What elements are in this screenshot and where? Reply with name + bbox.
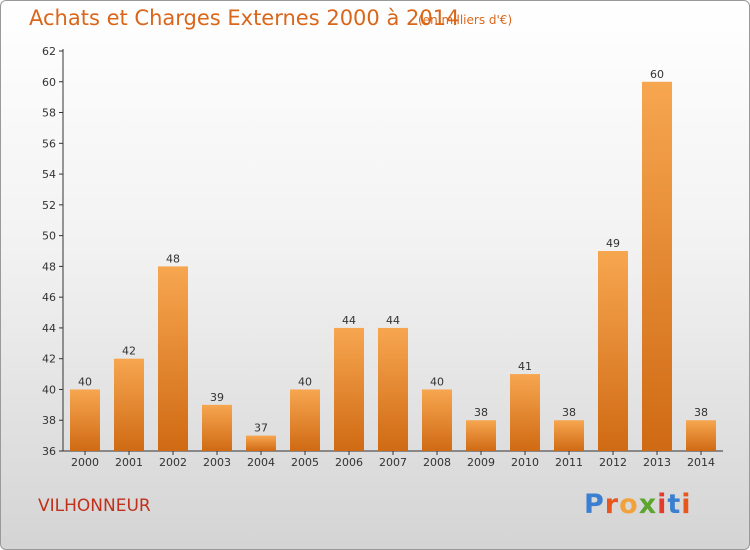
y-tick-label: 40 bbox=[42, 383, 56, 396]
x-tick-label: 2013 bbox=[643, 456, 671, 469]
bar-value-label: 48 bbox=[166, 252, 180, 265]
bar-2009 bbox=[466, 420, 496, 451]
x-tick-label: 2012 bbox=[599, 456, 627, 469]
y-tick-label: 54 bbox=[42, 168, 56, 181]
bar-value-label: 38 bbox=[694, 406, 708, 419]
bar-value-label: 44 bbox=[342, 314, 356, 327]
bar-2002 bbox=[158, 266, 188, 451]
x-tick-label: 2011 bbox=[555, 456, 583, 469]
y-tick-label: 38 bbox=[42, 414, 56, 427]
x-tick-label: 2003 bbox=[203, 456, 231, 469]
y-tick-label: 36 bbox=[42, 445, 56, 458]
bar-value-label: 41 bbox=[518, 360, 532, 373]
y-tick-label: 48 bbox=[42, 260, 56, 273]
x-tick-label: 2010 bbox=[511, 456, 539, 469]
logo-letter: i bbox=[681, 489, 692, 520]
bar-2010 bbox=[510, 374, 540, 451]
x-tick-label: 2002 bbox=[159, 456, 187, 469]
bar-value-label: 40 bbox=[430, 375, 444, 388]
bar-value-label: 42 bbox=[122, 345, 136, 358]
bar-2007 bbox=[378, 327, 408, 451]
bar-2000 bbox=[70, 389, 100, 451]
x-tick-label: 2007 bbox=[379, 456, 407, 469]
bar-2006 bbox=[334, 327, 364, 451]
bar-2008 bbox=[422, 389, 452, 451]
logo-letter: r bbox=[604, 489, 620, 520]
chart-title: Achats et Charges Externes 2000 à 2014 bbox=[29, 6, 460, 30]
bar-value-label: 40 bbox=[78, 375, 92, 388]
y-tick-label: 46 bbox=[42, 291, 56, 304]
bar-value-label: 38 bbox=[474, 406, 488, 419]
bar-value-label: 60 bbox=[650, 68, 664, 81]
bar-2012 bbox=[598, 251, 628, 451]
y-tick-label: 62 bbox=[42, 45, 56, 58]
x-tick-label: 2008 bbox=[423, 456, 451, 469]
bar-2014 bbox=[686, 420, 716, 451]
bar-2011 bbox=[554, 420, 584, 451]
bar-value-label: 38 bbox=[562, 406, 576, 419]
y-tick-label: 52 bbox=[42, 199, 56, 212]
logo-letter: o bbox=[619, 489, 639, 520]
x-tick-label: 2009 bbox=[467, 456, 495, 469]
logo-letter: P bbox=[584, 489, 605, 520]
bar-2013 bbox=[642, 81, 672, 452]
logo-letter: i bbox=[657, 489, 668, 520]
y-tick-label: 44 bbox=[42, 322, 56, 335]
bar-2005 bbox=[290, 389, 320, 451]
y-tick-label: 58 bbox=[42, 107, 56, 120]
x-tick-label: 2005 bbox=[291, 456, 319, 469]
logo-letter: x bbox=[638, 489, 658, 520]
logo-letter: t bbox=[667, 489, 682, 520]
bar-value-label: 44 bbox=[386, 314, 400, 327]
bar-value-label: 37 bbox=[254, 422, 268, 435]
bar-value-label: 39 bbox=[210, 391, 224, 404]
y-tick-label: 50 bbox=[42, 230, 56, 243]
bar-2004 bbox=[246, 435, 276, 451]
chart-labels: 40 2000 42 2001 48 2002 39 2003 37 2004 40 2005 44 20… bbox=[71, 68, 715, 469]
y-tick-label: 42 bbox=[42, 353, 56, 366]
chart-subtitle: (en milliers d'€) bbox=[418, 13, 513, 27]
x-tick-label: 2000 bbox=[71, 456, 99, 469]
bar-value-label: 40 bbox=[298, 375, 312, 388]
x-tick-label: 2014 bbox=[687, 456, 715, 469]
proxiti-logo: Proxiti bbox=[584, 489, 692, 520]
chart-axes: 36 38 40 42 44 46 48 50 52 54 56 58 60 62 bbox=[42, 45, 723, 458]
x-tick-label: 2006 bbox=[335, 456, 363, 469]
commune-name: VILHONNEUR bbox=[38, 496, 151, 516]
bar-2001 bbox=[114, 358, 144, 451]
x-tick-label: 2001 bbox=[115, 456, 143, 469]
y-tick-label: 56 bbox=[42, 137, 56, 150]
x-tick-label: 2004 bbox=[247, 456, 275, 469]
y-tick-label: 60 bbox=[42, 76, 56, 89]
bar-2003 bbox=[202, 404, 232, 451]
bar-value-label: 49 bbox=[606, 237, 620, 250]
chart-bars bbox=[70, 81, 716, 452]
